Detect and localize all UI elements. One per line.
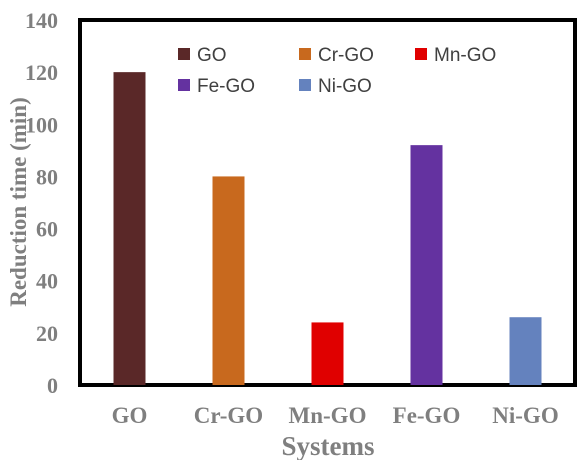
legend-label: Mn-GO <box>434 45 496 66</box>
y-tick-label: 100 <box>25 112 58 137</box>
y-axis-title: Reduction time (min) <box>6 97 31 307</box>
legend-swatch-ni-go <box>299 79 311 91</box>
y-tick-label: 120 <box>25 60 58 85</box>
legend-label: GO <box>197 45 227 66</box>
legend-swatch-fe-go <box>178 79 190 91</box>
legend-label: Cr-GO <box>318 45 374 66</box>
y-axis: 0 20 40 60 80 100 120 140 <box>25 8 58 398</box>
bar-ni-go <box>509 317 542 385</box>
legend-swatch-go <box>178 48 190 60</box>
bars <box>113 72 542 386</box>
y-tick-label: 40 <box>36 269 58 294</box>
y-tick-label: 60 <box>36 217 58 242</box>
legend-swatch-cr-go <box>299 48 311 60</box>
bar-go <box>113 72 146 386</box>
legend-label: Ni-GO <box>318 76 372 97</box>
x-tick-label: GO <box>112 403 148 428</box>
y-tick-label: 20 <box>36 321 58 346</box>
x-axis-title: Systems <box>282 431 375 460</box>
bar-mn-go <box>311 322 344 385</box>
y-tick-label: 0 <box>47 373 58 398</box>
legend: GO Cr-GO Mn-GO Fe-GO Ni-GO <box>178 45 496 97</box>
x-axis: GO Cr-GO Mn-GO Fe-GO Ni-GO <box>112 403 559 428</box>
legend-label: Fe-GO <box>197 76 255 97</box>
legend-swatch-mn-go <box>415 48 427 60</box>
x-tick-label: Cr-GO <box>194 403 263 428</box>
bar-cr-go <box>212 176 245 385</box>
y-tick-label: 140 <box>25 8 58 33</box>
x-tick-label: Mn-GO <box>289 403 367 428</box>
x-tick-label: Fe-GO <box>393 403 461 428</box>
x-tick-label: Ni-GO <box>492 403 558 428</box>
bar-fe-go <box>410 145 443 385</box>
y-tick-label: 80 <box>36 164 58 189</box>
